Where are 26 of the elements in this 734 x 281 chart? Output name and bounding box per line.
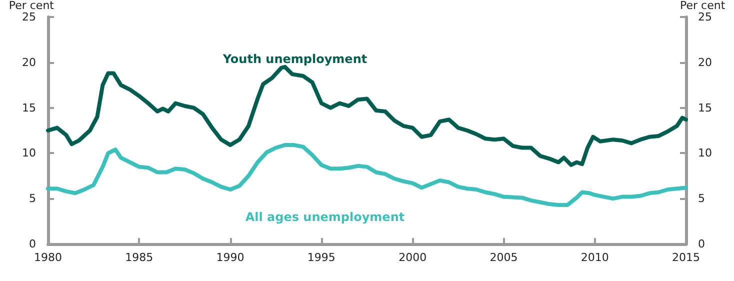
- x-tick-label: 2010: [580, 251, 609, 264]
- y-tick-label: 15: [22, 101, 36, 114]
- x-tick-label: 2015: [672, 251, 700, 264]
- x-tick-label: 1980: [34, 251, 62, 264]
- x-tick-label: 1990: [216, 251, 244, 264]
- x-tick-label: 2005: [490, 251, 518, 264]
- y-tick-label: 0: [29, 238, 36, 250]
- x-tick-label: 1985: [125, 251, 154, 264]
- line-series: [46, 64, 688, 168]
- y2-axis-title: Per cent: [680, 0, 726, 12]
- series-label: Youth unemployment: [222, 52, 368, 66]
- text: All ages unemployment: [245, 210, 405, 224]
- y-axis-title: Per cent: [8, 0, 55, 12]
- y-tick-label: 5: [29, 192, 36, 206]
- y2-tick-label: 20: [698, 56, 712, 69]
- y-tick-label: 25: [22, 10, 36, 24]
- y-tick-label: 20: [22, 56, 36, 69]
- x-tick-label: 2000: [398, 251, 427, 264]
- y2-tick-label: 5: [698, 192, 705, 206]
- line-series: [46, 143, 688, 207]
- y2-tick-label: 25: [698, 10, 712, 24]
- x-tick-label: 1995: [307, 251, 336, 264]
- y2-tick-label: 10: [698, 146, 712, 160]
- y2-tick-label: 0: [698, 238, 705, 250]
- y2-tick-label: 15: [698, 101, 712, 114]
- y-tick-label: 10: [22, 146, 36, 160]
